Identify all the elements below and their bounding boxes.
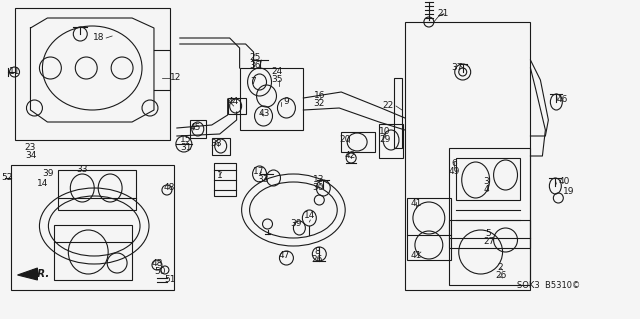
Text: 49: 49 xyxy=(448,167,460,176)
Text: 41: 41 xyxy=(410,199,422,209)
Text: 52: 52 xyxy=(1,174,12,182)
Text: 22: 22 xyxy=(382,100,394,109)
Bar xyxy=(228,98,246,114)
Text: 39: 39 xyxy=(43,169,54,179)
Bar xyxy=(449,220,531,285)
Text: 42: 42 xyxy=(344,152,356,160)
Text: 8: 8 xyxy=(314,248,320,256)
Text: 44: 44 xyxy=(228,98,239,107)
Text: FR.: FR. xyxy=(31,269,50,279)
Text: 4: 4 xyxy=(484,186,490,195)
Text: 46: 46 xyxy=(557,95,568,105)
Bar xyxy=(456,158,520,200)
Text: 14: 14 xyxy=(36,179,48,188)
Bar xyxy=(239,68,303,130)
Text: 51: 51 xyxy=(164,276,175,285)
Text: 6: 6 xyxy=(451,160,456,168)
Text: 30: 30 xyxy=(312,183,324,192)
Bar xyxy=(407,198,451,260)
Polygon shape xyxy=(17,268,38,280)
Bar xyxy=(10,165,174,290)
Text: 48: 48 xyxy=(163,182,175,191)
Text: 12: 12 xyxy=(170,73,182,83)
Bar xyxy=(190,120,206,138)
Text: 35: 35 xyxy=(272,76,284,85)
Text: 2: 2 xyxy=(498,263,504,272)
Text: 20: 20 xyxy=(339,136,351,145)
Text: 15: 15 xyxy=(180,136,191,145)
Text: 9: 9 xyxy=(284,98,289,107)
Text: 29: 29 xyxy=(380,136,391,145)
Text: 19: 19 xyxy=(563,188,574,197)
Text: 33: 33 xyxy=(258,175,269,184)
Bar xyxy=(214,163,236,196)
Text: 27: 27 xyxy=(483,238,494,247)
Text: 13: 13 xyxy=(312,175,324,184)
Text: 10: 10 xyxy=(380,128,391,137)
Text: 5: 5 xyxy=(486,229,492,239)
Text: 1: 1 xyxy=(217,170,223,180)
Text: 43: 43 xyxy=(259,109,270,118)
Text: 41: 41 xyxy=(410,251,422,261)
Text: 34: 34 xyxy=(25,152,36,160)
Text: 21: 21 xyxy=(437,10,449,19)
Text: 48: 48 xyxy=(151,259,163,269)
Text: 33: 33 xyxy=(77,166,88,174)
Bar xyxy=(394,78,402,148)
Text: 25: 25 xyxy=(249,54,260,63)
Text: 24: 24 xyxy=(272,68,283,77)
Text: 47: 47 xyxy=(279,251,290,261)
Text: 26: 26 xyxy=(312,256,323,264)
Text: 23: 23 xyxy=(25,144,36,152)
Bar xyxy=(405,22,531,290)
Text: 38: 38 xyxy=(210,139,221,149)
Bar xyxy=(449,148,531,248)
Text: 50: 50 xyxy=(154,268,166,277)
Bar xyxy=(341,132,375,152)
Bar xyxy=(15,8,170,140)
Text: 40: 40 xyxy=(559,177,570,187)
Text: 37: 37 xyxy=(451,63,463,72)
Text: 31: 31 xyxy=(180,144,191,152)
Text: 3: 3 xyxy=(484,177,490,187)
Text: 7: 7 xyxy=(251,78,257,86)
Text: SOK3  B5310©: SOK3 B5310© xyxy=(518,280,580,290)
Text: 32: 32 xyxy=(314,100,325,108)
Text: 16: 16 xyxy=(314,92,325,100)
Text: 36: 36 xyxy=(249,62,260,70)
Text: 39: 39 xyxy=(291,219,302,228)
Text: 11: 11 xyxy=(9,68,20,77)
Text: 26: 26 xyxy=(495,271,506,280)
Bar xyxy=(54,225,132,280)
Text: 17: 17 xyxy=(253,167,264,176)
Text: 14: 14 xyxy=(303,211,315,220)
Bar xyxy=(379,124,403,158)
Text: 45: 45 xyxy=(189,123,200,132)
Bar xyxy=(212,138,230,155)
Bar xyxy=(58,170,136,210)
Text: 18: 18 xyxy=(93,33,105,42)
